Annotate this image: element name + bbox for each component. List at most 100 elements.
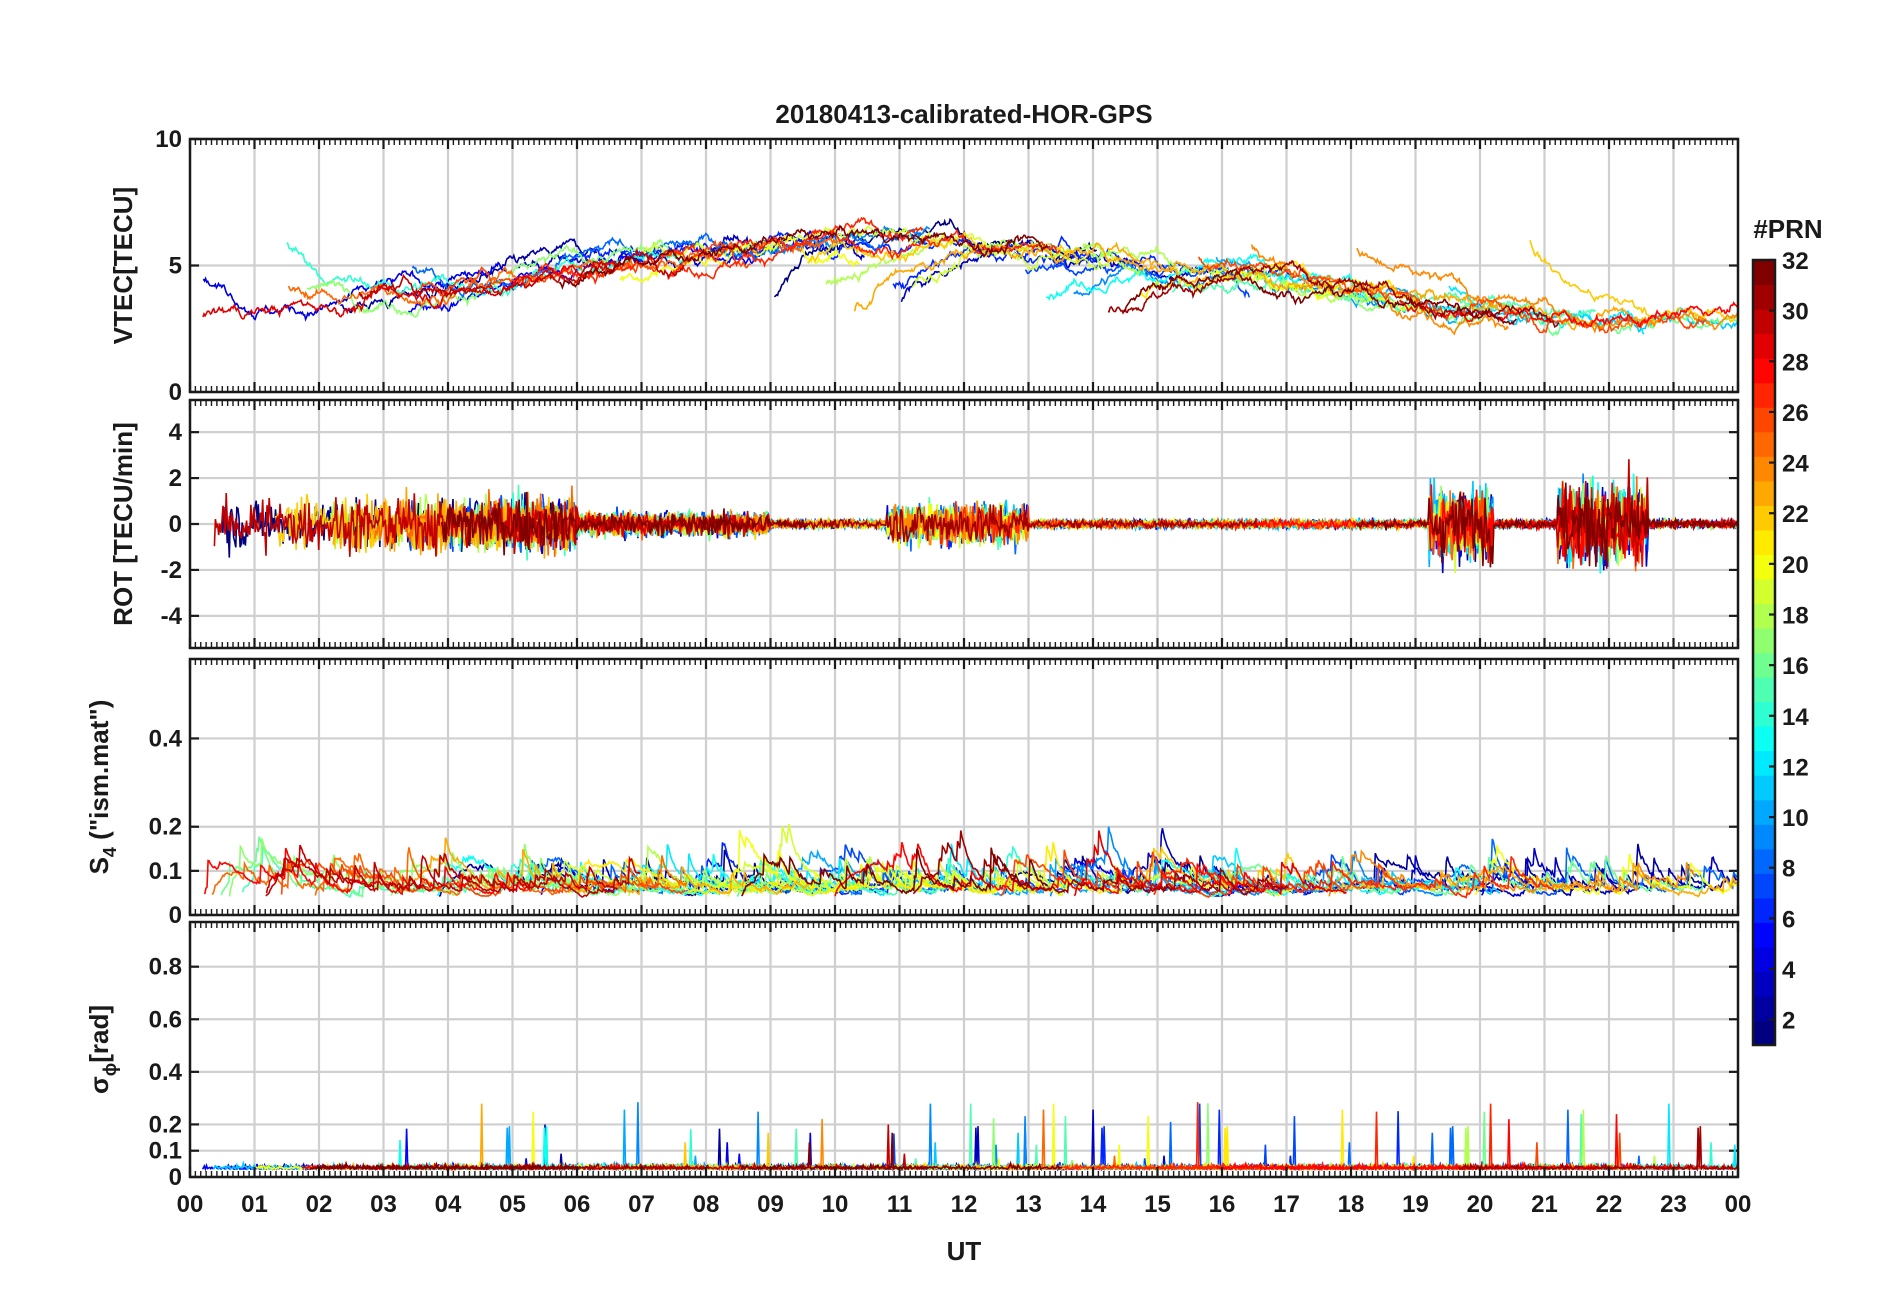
trace-prn-23 bbox=[853, 242, 1210, 312]
x-axis-label: UT bbox=[947, 1236, 982, 1266]
trace-prn-21 bbox=[568, 841, 1143, 896]
colorbar-tick-label: 30 bbox=[1782, 299, 1809, 326]
colorbar-tick-label: 2 bbox=[1782, 1008, 1795, 1035]
traces-s4 bbox=[204, 823, 1738, 899]
y-tick-label: 0.4 bbox=[149, 1059, 183, 1086]
x-tick-label: 03 bbox=[370, 1191, 397, 1218]
colorbar-segment bbox=[1753, 726, 1775, 752]
colorbar-segment bbox=[1753, 309, 1775, 335]
colorbar-segment bbox=[1753, 554, 1775, 580]
x-tick-label: 06 bbox=[564, 1191, 591, 1218]
trace-prn-32 bbox=[1123, 268, 1517, 326]
colorbar-tick-label: 28 bbox=[1782, 349, 1809, 376]
y-tick-label: 4 bbox=[169, 419, 183, 446]
y-tick-label: 5 bbox=[169, 253, 182, 280]
trace-prn-9 bbox=[1117, 473, 1609, 564]
colorbar-segment bbox=[1753, 824, 1775, 850]
x-tick-label: 00 bbox=[1725, 1191, 1752, 1218]
panel-frame bbox=[188, 398, 1740, 650]
x-tick-label: 21 bbox=[1531, 1191, 1558, 1218]
colorbar-label: #PRN bbox=[1753, 214, 1822, 244]
trace-prn-27 bbox=[667, 216, 924, 280]
y-tick-label: 0 bbox=[169, 511, 182, 538]
colorbar-segment bbox=[1753, 382, 1775, 408]
colorbar-tick-label: 6 bbox=[1782, 906, 1795, 933]
y-tick-label: 0 bbox=[169, 902, 182, 929]
trace-prn-27 bbox=[1064, 1102, 1535, 1172]
trace-prn-23 bbox=[1466, 862, 1738, 898]
panel-frame bbox=[188, 920, 1740, 1179]
trace-prn-18 bbox=[1318, 1109, 1676, 1172]
panel-vtec: 0 5 10 VTEC[TECU] bbox=[108, 126, 1740, 406]
x-tick-label: 09 bbox=[757, 1191, 784, 1218]
colorbar-segment bbox=[1753, 260, 1775, 286]
colorbar-tick-label: 16 bbox=[1782, 653, 1809, 680]
trace-prn-31 bbox=[780, 504, 1258, 543]
trace-prn-29 bbox=[1073, 830, 1347, 897]
trace-prn-5 bbox=[202, 1128, 541, 1172]
y-tick-label: 0.2 bbox=[149, 1111, 182, 1138]
colorbar-segment bbox=[1753, 971, 1775, 997]
colorbar-segment bbox=[1753, 333, 1775, 359]
trace-prn-19 bbox=[911, 242, 1117, 288]
trace-prn-12 bbox=[1522, 1103, 1738, 1172]
colorbar-segment bbox=[1753, 529, 1775, 555]
colorbar-segment bbox=[1753, 358, 1775, 384]
trace-prn-22 bbox=[1529, 239, 1738, 328]
trace-prn-6 bbox=[1147, 1111, 1610, 1171]
trace-prn-14 bbox=[430, 1129, 856, 1172]
trace-prn-32 bbox=[740, 847, 1048, 897]
colorbar-segment bbox=[1753, 775, 1775, 801]
trace-prn-6 bbox=[1043, 1109, 1429, 1172]
y-tick-label: 0 bbox=[169, 1164, 182, 1191]
y-tick-label: 0 bbox=[169, 379, 182, 406]
panel-sigphi: 00.10.2 0.4 0.6 0.8 σϕ[rad] bbox=[84, 920, 1740, 1191]
colorbar-tick-label: 4 bbox=[1782, 957, 1796, 984]
x-tick-label: 14 bbox=[1080, 1191, 1107, 1218]
colorbar-segment bbox=[1753, 627, 1775, 654]
panel-frame bbox=[188, 137, 1740, 394]
colorbar-segment bbox=[1753, 652, 1775, 678]
colorbar-tick-label: 10 bbox=[1782, 805, 1809, 832]
trace-prn-23 bbox=[306, 1103, 534, 1171]
x-tick-label: 23 bbox=[1660, 1191, 1687, 1218]
colorbar-tick-label: 22 bbox=[1782, 501, 1809, 528]
colorbar-segment bbox=[1753, 456, 1775, 482]
traces-rot bbox=[213, 459, 1738, 574]
trace-prn-15 bbox=[1285, 1114, 1692, 1172]
colorbar-segment bbox=[1753, 677, 1775, 703]
trace-prn-28 bbox=[1269, 1114, 1733, 1172]
colorbar-tick-label: 18 bbox=[1782, 603, 1809, 630]
colorbar-segment bbox=[1753, 603, 1775, 629]
x-tick-label: 15 bbox=[1144, 1191, 1171, 1218]
colorbar-tick-label: 12 bbox=[1782, 754, 1809, 781]
colorbar-tick-label: 32 bbox=[1782, 248, 1809, 275]
x-tick-label: 12 bbox=[951, 1191, 978, 1218]
trace-prn-9 bbox=[552, 1102, 1049, 1172]
colorbar-segment bbox=[1753, 1020, 1775, 1046]
trace-prn-6 bbox=[567, 230, 1102, 263]
trace-prn-20 bbox=[255, 1111, 782, 1172]
trace-prn-32 bbox=[740, 1132, 1063, 1172]
x-tick-label: 04 bbox=[435, 1191, 462, 1218]
y-tick-label: 10 bbox=[155, 126, 182, 153]
trace-prn-13 bbox=[379, 1126, 658, 1172]
y-tick-label: 0.4 bbox=[149, 725, 183, 752]
colorbar-segment bbox=[1753, 897, 1775, 923]
trace-prn-31 bbox=[1458, 1126, 1738, 1172]
colorbar-segment bbox=[1753, 431, 1775, 457]
trace-prn-16 bbox=[1419, 301, 1738, 337]
colorbar-frame bbox=[1751, 258, 1777, 1047]
trace-prn-28 bbox=[1215, 1161, 1600, 1172]
x-tick-label: 20 bbox=[1467, 1191, 1494, 1218]
trace-prn-32 bbox=[558, 224, 1049, 290]
x-tick-label: 08 bbox=[693, 1191, 720, 1218]
chart-title: 20180413-calibrated-HOR-GPS bbox=[775, 99, 1152, 129]
panel-rot: -4 -2 0 2 4 ROT [TECU/min] bbox=[108, 398, 1740, 650]
trace-prn-30 bbox=[265, 852, 619, 897]
traces-sigphi bbox=[202, 1102, 1738, 1172]
colorbar-segment bbox=[1753, 750, 1775, 776]
colorbar-segment bbox=[1753, 701, 1775, 727]
panel-frame bbox=[188, 657, 1740, 917]
colorbar-segment bbox=[1753, 578, 1775, 605]
